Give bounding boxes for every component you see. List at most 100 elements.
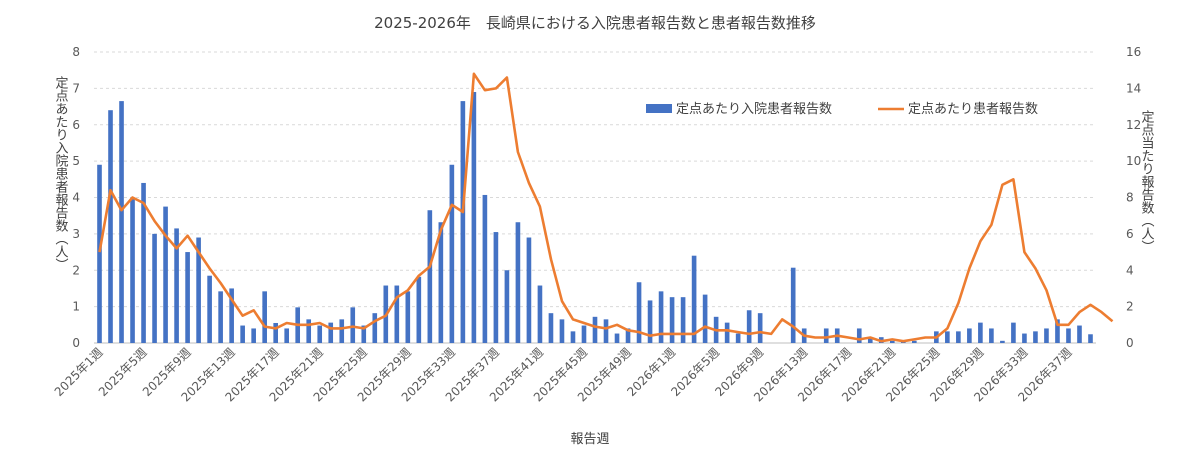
right-tick-label: 16 — [1126, 45, 1141, 59]
bar — [141, 182, 146, 343]
bar — [592, 316, 598, 343]
bar — [350, 307, 356, 343]
bar — [163, 206, 168, 343]
bar — [174, 228, 179, 343]
bar — [680, 297, 686, 343]
bar — [196, 237, 201, 343]
bar — [978, 322, 983, 343]
bar — [394, 285, 400, 343]
bar — [559, 319, 565, 343]
chart-title: 2025-2026年 長崎県における入院患者報告数と患者報告数推移 — [374, 14, 816, 32]
bar — [97, 164, 102, 343]
bar — [548, 313, 554, 343]
right-tick-label: 2 — [1126, 300, 1134, 314]
bar — [372, 313, 378, 343]
bar — [823, 328, 829, 343]
left-tick-label: 7 — [72, 81, 80, 95]
bar-series — [97, 92, 1093, 343]
x-axis-title: 報告週 — [570, 432, 609, 447]
gridlines — [94, 51, 1096, 344]
legend-bar-label: 定点あたり入院患者報告数 — [676, 102, 832, 117]
bar — [856, 328, 862, 343]
bar — [284, 328, 290, 343]
bar — [757, 313, 763, 343]
left-tick-label: 3 — [72, 227, 80, 241]
bar — [867, 337, 873, 343]
bar — [570, 331, 576, 343]
bar — [1066, 328, 1071, 343]
x-axis-ticks: 2025年1週2025年5週2025年9週2025年13週2025年17週202… — [52, 345, 1075, 404]
bar — [614, 333, 620, 343]
bar — [416, 276, 422, 343]
bar — [1044, 328, 1049, 343]
bar — [746, 310, 752, 343]
bar — [603, 319, 609, 343]
left-axis-ticks: 0 1 2 3 4 5 6 7 8 — [72, 45, 80, 350]
bar — [493, 232, 499, 343]
bar — [438, 222, 444, 343]
bar — [1022, 333, 1027, 343]
right-tick-label: 6 — [1126, 227, 1134, 241]
bar — [967, 328, 972, 343]
right-tick-label: 12 — [1126, 118, 1141, 132]
bar — [1000, 340, 1005, 343]
bar — [328, 322, 334, 343]
right-tick-label: 4 — [1126, 263, 1134, 277]
bar — [207, 275, 212, 343]
bar — [735, 333, 741, 343]
bar — [1077, 325, 1082, 343]
bar — [108, 110, 113, 343]
bar — [912, 340, 917, 343]
bar — [339, 319, 345, 343]
bar — [515, 222, 521, 343]
bar — [691, 255, 697, 343]
bar — [702, 294, 708, 343]
bar — [989, 328, 994, 343]
bar — [405, 291, 411, 343]
bar — [240, 325, 245, 343]
bar — [956, 331, 961, 343]
bar — [669, 297, 675, 343]
bar — [636, 282, 642, 343]
bar — [119, 101, 124, 343]
bar — [449, 164, 455, 343]
bar — [471, 92, 477, 343]
bar — [625, 328, 631, 343]
bar — [581, 325, 587, 343]
right-tick-label: 14 — [1126, 81, 1141, 95]
bar — [526, 237, 532, 343]
bar — [361, 325, 367, 343]
left-axis-title: 定点あたり入院患者報告数（人） — [53, 76, 69, 271]
bar — [537, 285, 543, 343]
right-tick-label: 8 — [1126, 191, 1134, 205]
right-tick-label: 0 — [1126, 336, 1134, 350]
right-axis-title: 定点当たり報告数（人） — [1139, 110, 1155, 253]
bar — [1033, 331, 1038, 343]
legend-bar-swatch — [646, 104, 672, 113]
legend: 定点あたり入院患者報告数 定点あたり患者報告数 — [646, 102, 1038, 117]
bar — [218, 291, 223, 343]
bar — [1088, 334, 1093, 343]
bar — [482, 194, 488, 343]
bar — [647, 300, 653, 343]
bar — [658, 291, 664, 343]
bar — [889, 340, 895, 343]
bar — [306, 319, 312, 343]
left-tick-label: 2 — [72, 263, 80, 277]
bar — [945, 331, 950, 343]
series-line — [98, 72, 1114, 343]
right-axis-ticks: 0 2 4 6 8 10 12 14 16 — [1126, 45, 1141, 350]
left-tick-label: 4 — [72, 191, 80, 205]
bar — [1011, 322, 1016, 343]
bar — [724, 322, 730, 343]
left-tick-label: 0 — [72, 336, 80, 350]
bar — [273, 322, 278, 343]
left-tick-label: 5 — [72, 154, 80, 168]
bar — [790, 267, 796, 343]
bar — [460, 101, 466, 343]
legend-line-label: 定点あたり患者報告数 — [908, 102, 1038, 117]
bar — [262, 291, 267, 343]
bar — [185, 252, 190, 343]
left-tick-label: 8 — [72, 45, 80, 59]
